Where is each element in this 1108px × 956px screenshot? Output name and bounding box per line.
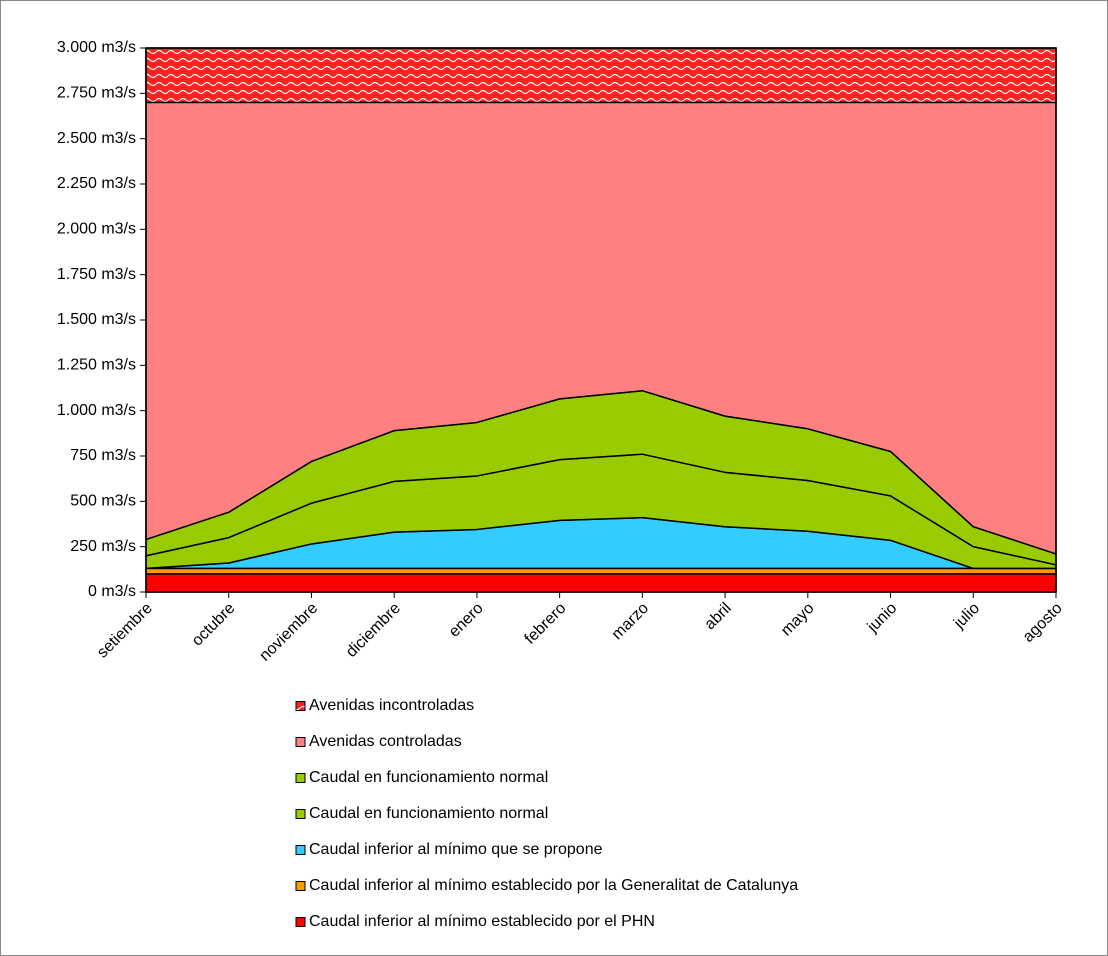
legend-label: Caudal en funcionamiento normal [309, 769, 548, 786]
legend-swatch [295, 773, 306, 783]
y-tick-label: 1.750 m3/s [57, 266, 136, 283]
y-tick-label: 3.000 m3/s [57, 39, 136, 56]
legend-label: Caudal en funcionamiento normal [309, 805, 548, 822]
legend-swatch [295, 737, 306, 747]
legend-label: Avenidas incontroladas [309, 697, 474, 714]
y-tick-label: 250 m3/s [70, 538, 136, 555]
area [145, 47, 1057, 104]
area [145, 573, 1057, 593]
legend-swatch [295, 809, 306, 819]
area [145, 567, 1057, 575]
y-tick-label: 2.500 m3/s [57, 130, 136, 147]
legend-label: Avenidas controladas [309, 733, 462, 750]
y-tick-label: 1.000 m3/s [57, 402, 136, 419]
y-tick-label: 1.250 m3/s [57, 357, 136, 374]
legend-label: Caudal inferior al mínimo que se propone [309, 841, 603, 858]
y-tick-label: 2.750 m3/s [57, 85, 136, 102]
legend-swatch [295, 881, 306, 891]
y-tick-label: 500 m3/s [70, 493, 136, 510]
legend-label: Caudal inferior al mínimo establecido po… [309, 877, 798, 894]
y-tick-label: 2.250 m3/s [57, 175, 136, 192]
y-tick-label: 0 m3/s [88, 583, 136, 600]
y-tick-label: 750 m3/s [70, 447, 136, 464]
legend-swatch [295, 917, 306, 927]
legend-swatch [295, 701, 306, 711]
y-tick-label: 2.000 m3/s [57, 221, 136, 238]
legend-swatch [295, 845, 306, 855]
y-tick-label: 1.500 m3/s [57, 311, 136, 328]
legend-label: Caudal inferior al mínimo establecido po… [309, 913, 655, 930]
